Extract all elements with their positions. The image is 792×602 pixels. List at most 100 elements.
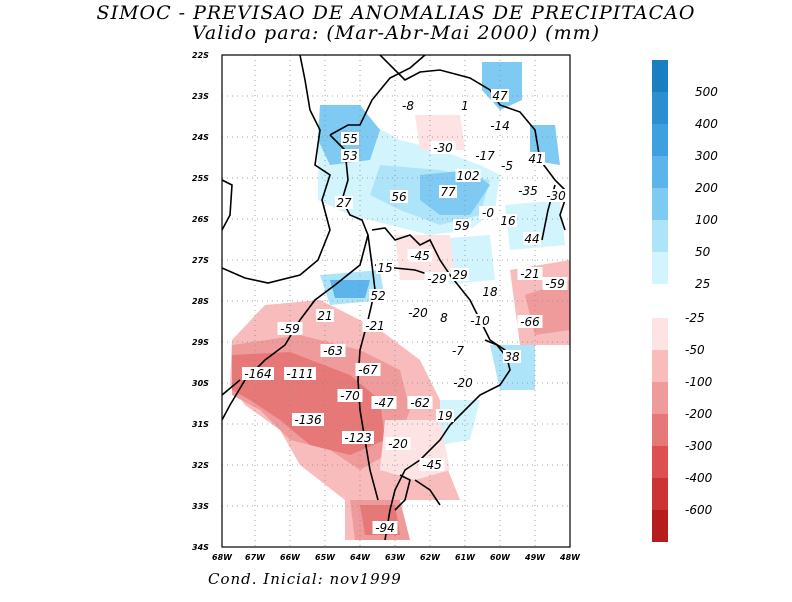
contour-label: -45 — [422, 458, 442, 472]
contour-label: -70 — [340, 389, 360, 403]
legend-swatch-positive — [652, 92, 668, 124]
legend-swatch-positive — [652, 124, 668, 156]
contour-label-bg — [479, 206, 497, 219]
y-tick-label: 23S — [192, 92, 209, 101]
contour-label: 29 — [452, 268, 467, 282]
legend-swatch-negative — [652, 478, 668, 510]
contour-label: 41 — [528, 152, 543, 166]
contour-label: 47 — [492, 89, 508, 103]
axis-ticks: 22S23S24S25S26S27S28S29S30S31S32S33S34S6… — [192, 51, 581, 562]
contour-label: 38 — [504, 350, 520, 364]
contour-label: -123 — [344, 431, 371, 445]
legend-label: 200 — [695, 181, 718, 195]
legend-label: -600 — [685, 503, 713, 517]
legend-swatch-positive — [652, 60, 668, 92]
contour-label-bg — [277, 322, 303, 335]
contour-label: -5 — [501, 159, 513, 173]
y-tick-label: 34S — [192, 543, 209, 552]
legend-label: -50 — [685, 343, 705, 357]
contour-label-bg — [436, 409, 454, 422]
contour-label: -136 — [294, 413, 322, 427]
contour-label-bg — [543, 189, 569, 202]
y-tick-label: 28S — [192, 297, 209, 306]
contour-label-bg — [341, 149, 359, 162]
x-tick-label: 48W — [559, 553, 581, 562]
x-tick-label: 65W — [315, 553, 336, 562]
contour-label-bg — [407, 396, 433, 409]
contour-label-bg — [438, 311, 450, 324]
y-tick-label: 24S — [192, 133, 209, 142]
legend-label: 50 — [695, 245, 711, 259]
contour-label-bg — [284, 367, 316, 380]
contour-label-bg — [292, 413, 324, 426]
legend-swatch-negative — [652, 414, 668, 446]
x-tick-label: 67W — [245, 553, 266, 562]
x-tick-label: 68W — [212, 553, 233, 562]
contour-label: 56 — [391, 190, 407, 204]
contour-label: -35 — [518, 184, 538, 198]
legend-swatch-negative — [652, 382, 668, 414]
contour-label-bg — [449, 344, 467, 357]
map-title: SIMOC - PREVISAO DE ANOMALIAS DE PRECIPI… — [96, 2, 696, 24]
contour-label: 52 — [370, 289, 385, 303]
contour-label-bg — [459, 99, 471, 112]
contour-label-bg — [372, 521, 398, 534]
contour-label: -20 — [453, 376, 473, 390]
contour-label-bg — [362, 319, 388, 332]
legend-label: -200 — [685, 407, 713, 421]
contour-label: 16 — [500, 214, 516, 228]
contour-label: -8 — [402, 99, 414, 113]
contour-label-bg — [405, 306, 431, 319]
map-subtitle: Valido para: (Mar-Abr-Mai 2000) (mm) — [191, 22, 601, 44]
y-tick-label: 29S — [192, 338, 209, 347]
legend-label: 500 — [695, 85, 718, 99]
contour-label-bg — [517, 315, 543, 328]
contour-label: -10 — [470, 314, 490, 328]
contour-label-bg — [523, 232, 541, 245]
legend-swatch-negative — [652, 510, 668, 542]
contour-label-bg — [498, 159, 516, 172]
contour-label: -21 — [365, 319, 385, 333]
legend-label: -25 — [685, 311, 705, 325]
contour-label: 21 — [317, 309, 332, 323]
contour-label-bg — [335, 196, 353, 209]
contour-label-bg — [472, 149, 498, 162]
x-tick-label: 60W — [490, 553, 511, 562]
y-tick-label: 22S — [192, 51, 209, 60]
contour-label-bg — [430, 141, 456, 154]
legend-label: 25 — [695, 277, 710, 291]
contour-label-bg — [439, 185, 457, 198]
contour-label-bg — [503, 350, 521, 363]
contour-label-bg — [342, 431, 374, 444]
y-tick-label: 26S — [192, 215, 209, 224]
contour-label-bg — [419, 458, 445, 471]
legend-label: 300 — [695, 149, 718, 163]
map-frame — [221, 54, 571, 548]
initial-condition-label: Cond. Inicial: nov1999 — [208, 570, 402, 588]
contour-label-bg — [390, 190, 408, 203]
legend-label: 400 — [695, 117, 718, 131]
contour-label: -47 — [374, 396, 394, 410]
contour-label: -62 — [410, 396, 430, 410]
contour-label-bg — [407, 249, 433, 262]
contour-label-bg — [487, 119, 513, 132]
x-tick-label: 64W — [350, 553, 371, 562]
legend-swatch-positive — [652, 156, 668, 188]
contour-label-bg — [491, 89, 509, 102]
contour-label: -59 — [280, 322, 300, 336]
grid-lines — [222, 55, 570, 547]
x-tick-label: 61W — [455, 553, 476, 562]
legend-label: -300 — [685, 439, 713, 453]
contour-label: -20 — [388, 437, 408, 451]
contour-label-bg — [399, 99, 417, 112]
contour-label-bg — [451, 268, 469, 281]
contour-label: -30 — [546, 189, 566, 203]
legend-swatch-negative — [652, 350, 668, 382]
contour-label: -67 — [358, 363, 378, 377]
legend-label: -400 — [685, 471, 713, 485]
contour-label-bg — [453, 219, 471, 232]
contour-label: 44 — [524, 232, 539, 246]
contour-label: -94 — [375, 521, 395, 535]
contour-label: 18 — [482, 285, 498, 299]
